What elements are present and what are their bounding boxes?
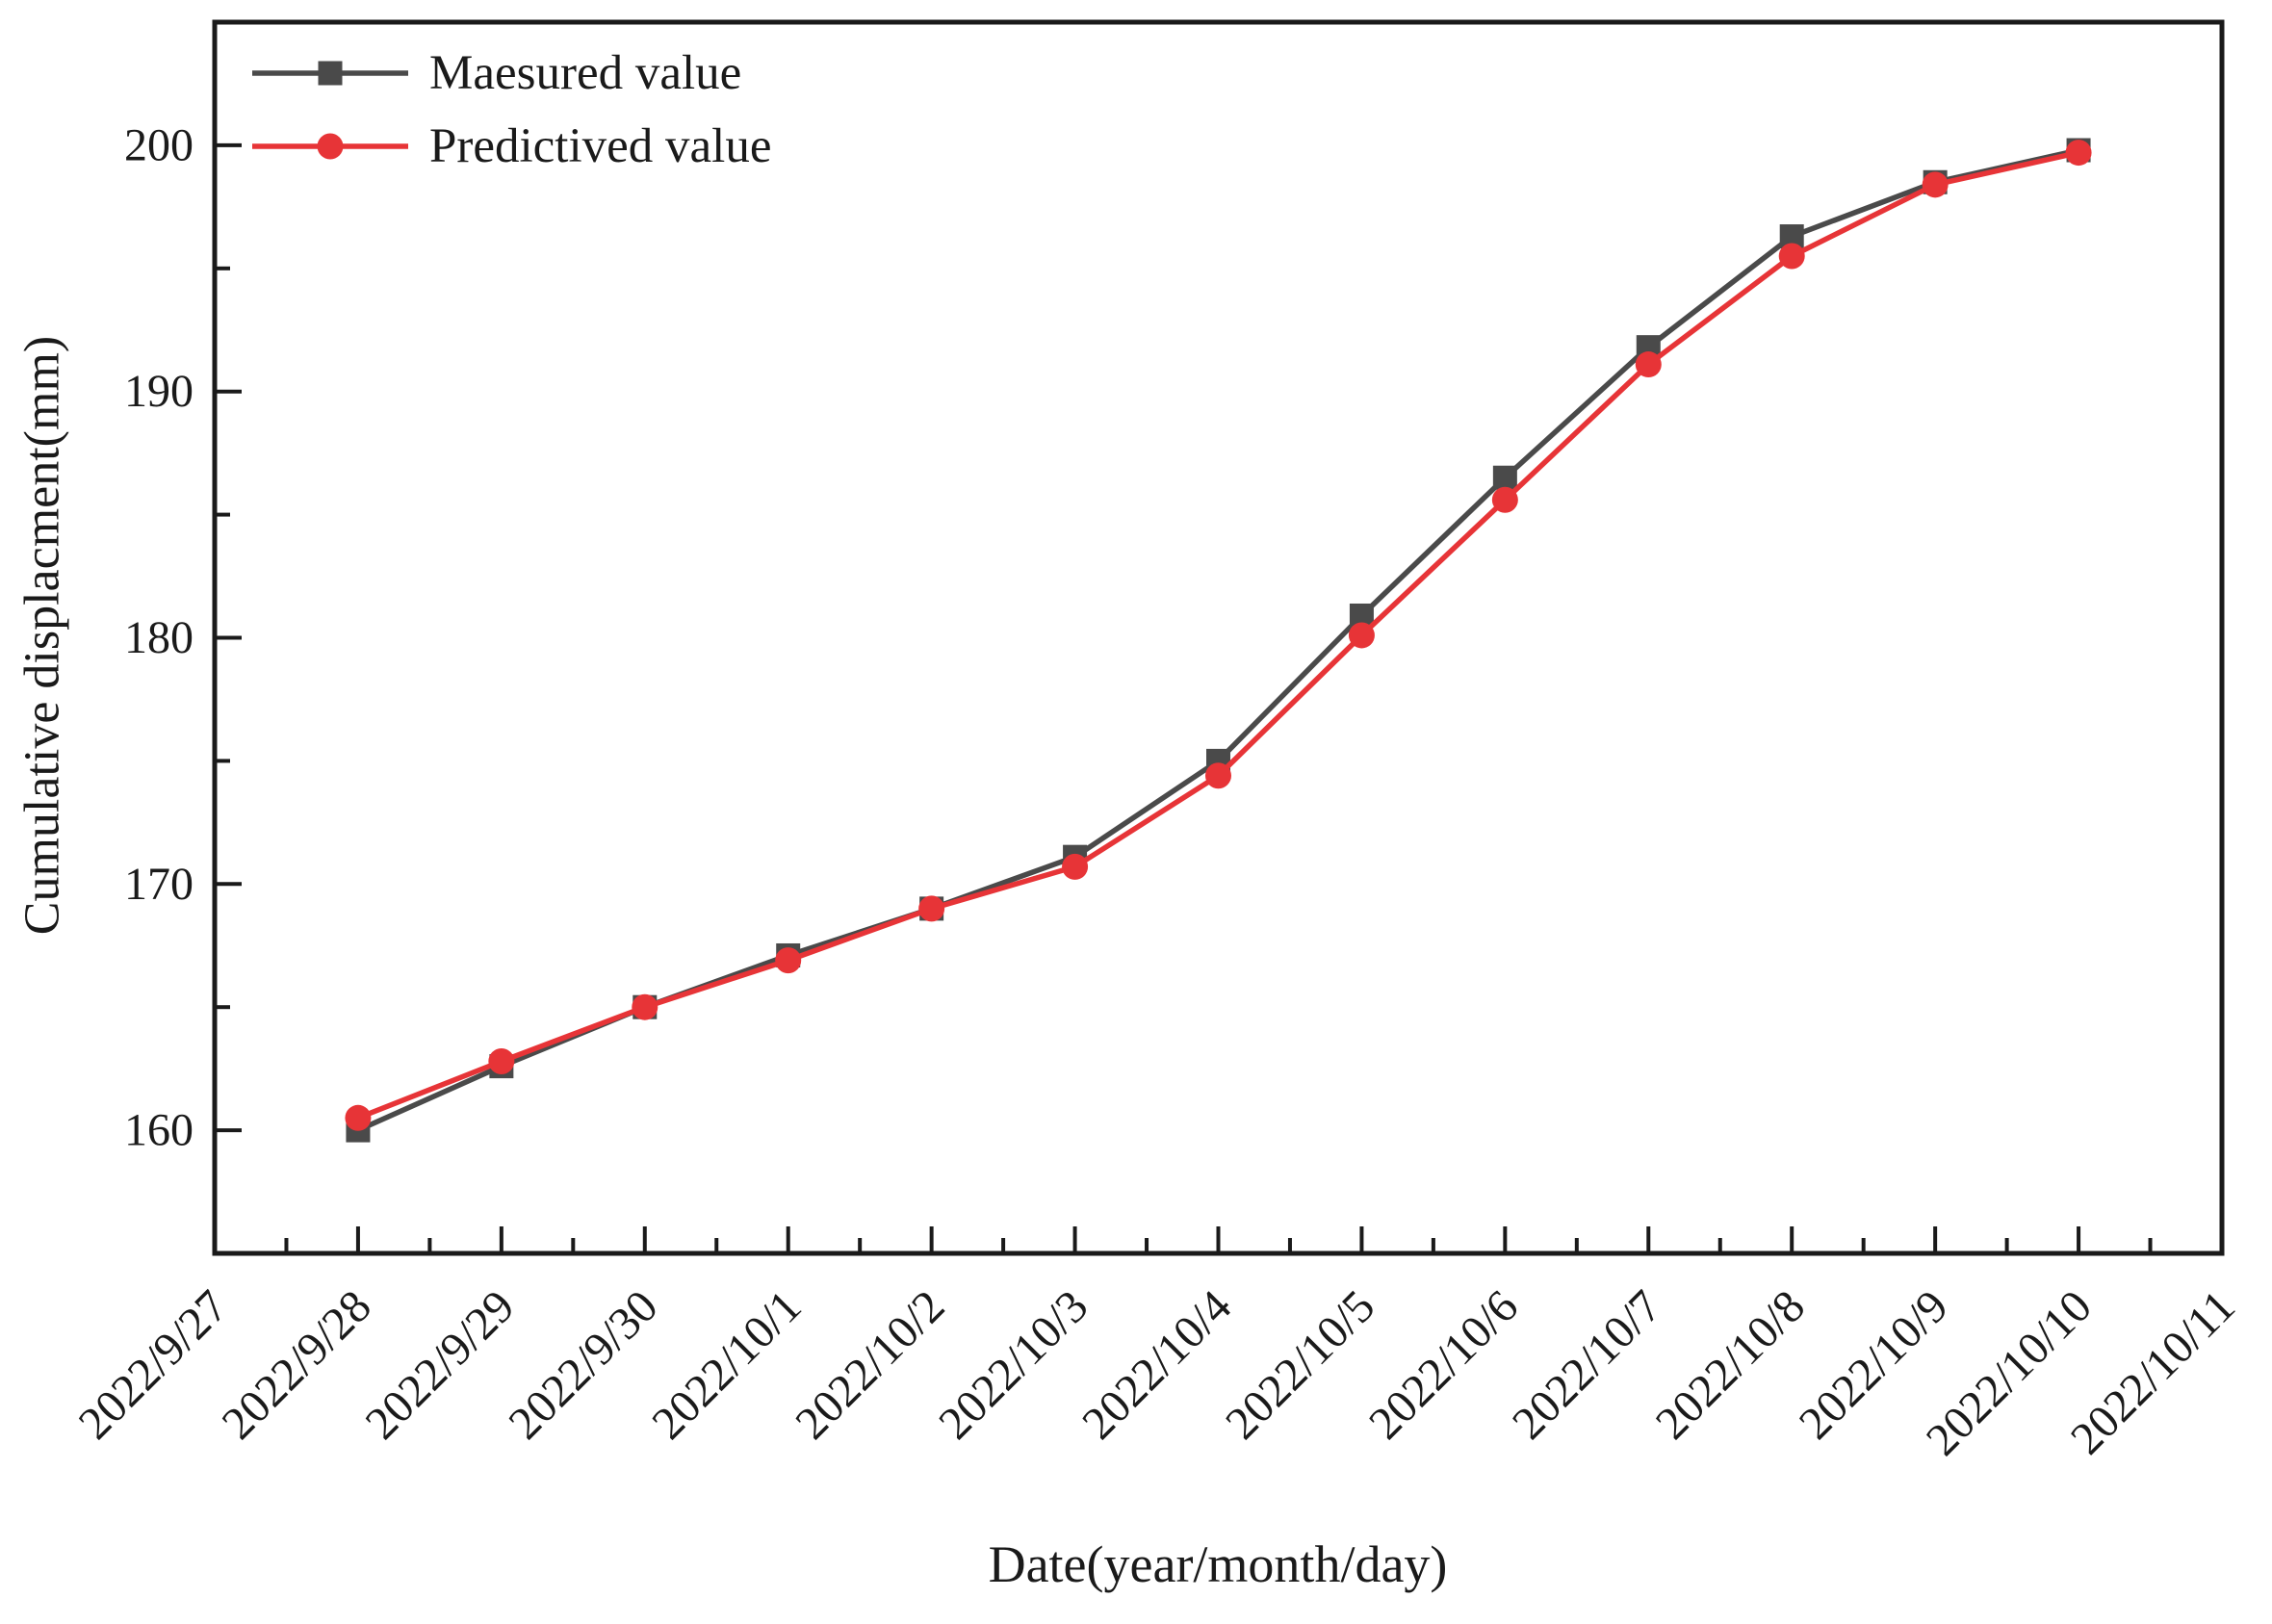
x-tick-label: 2022/10/4	[1072, 1280, 1241, 1449]
series-0	[346, 138, 2091, 1143]
legend-item-predicted: Predictived value	[248, 118, 772, 173]
y-axis-title: Cumulative displacment(mm)	[14, 335, 70, 936]
x-tick-label: 2022/10/1	[642, 1280, 811, 1449]
x-tick-label: 2022/9/29	[356, 1280, 525, 1449]
circle-marker-icon	[632, 993, 658, 1020]
square-marker-icon	[1492, 465, 1517, 490]
circle-marker-icon	[317, 133, 344, 160]
square-marker-icon	[318, 61, 343, 86]
x-tick-label: 2022/10/5	[1216, 1280, 1384, 1449]
y-tick-label: 180	[124, 612, 194, 663]
plot-border	[212, 19, 2225, 1256]
x-tick-label: 2022/9/27	[69, 1280, 238, 1449]
y-tick-label: 190	[124, 366, 194, 417]
predicted-series-swatch-icon	[252, 133, 408, 160]
circle-marker-icon	[775, 947, 802, 974]
x-tick-label: 2022/9/28	[213, 1280, 381, 1449]
circle-marker-icon	[1778, 243, 1805, 270]
maesured-value-line	[356, 147, 2079, 1133]
y-tick-label: 170	[124, 859, 194, 910]
circle-marker-icon	[345, 1104, 372, 1131]
x-tick-label: 2022/10/6	[1359, 1280, 1528, 1449]
circle-marker-icon	[1635, 351, 1662, 378]
measured-series-swatch-icon	[252, 61, 408, 86]
x-tick-label: 2022/10/3	[929, 1280, 1097, 1449]
circle-marker-icon	[1062, 853, 1089, 880]
legend-item-measured: Maesured value	[248, 45, 771, 100]
series-1	[345, 140, 2092, 1131]
circle-marker-icon	[1205, 762, 1231, 789]
circle-marker-icon	[2065, 140, 2092, 167]
x-tick-label: 2022/10/2	[786, 1280, 954, 1449]
legend-label-predicted: Predictived value	[429, 118, 772, 173]
circle-marker-icon	[918, 895, 945, 922]
x-tick-label: 2022/10/8	[1646, 1280, 1815, 1449]
legend: Maesured value Predictived value	[248, 45, 772, 196]
x-tick-label: 2022/10/7	[1503, 1280, 1671, 1449]
circle-marker-icon	[1348, 622, 1375, 649]
y-tick-label: 200	[124, 119, 194, 170]
x-tick-label: 2022/9/30	[499, 1280, 667, 1449]
x-axis-title: Date(year/month/day)	[988, 1535, 1448, 1593]
legend-label-measured: Maesured value	[429, 45, 742, 100]
circle-marker-icon	[1491, 486, 1518, 513]
circle-marker-icon	[488, 1047, 515, 1074]
predictived-value-line	[356, 149, 2079, 1121]
y-tick-label: 160	[124, 1105, 194, 1156]
circle-marker-icon	[1922, 171, 1949, 198]
